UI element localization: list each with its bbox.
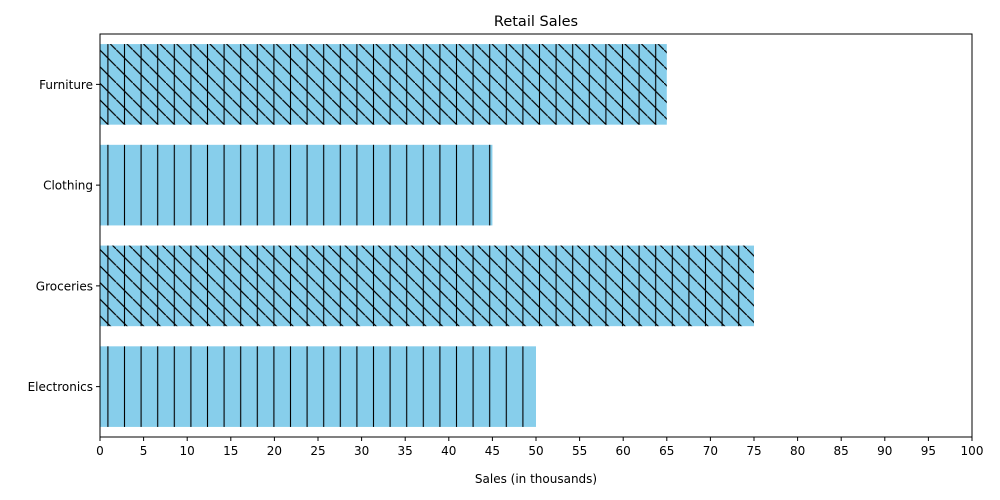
x-tick-label: 30 (354, 444, 369, 458)
x-tick-label: 100 (961, 444, 984, 458)
x-tick-label: 65 (659, 444, 674, 458)
y-tick-label: Electronics (28, 380, 93, 394)
y-tick-label: Groceries (36, 279, 93, 293)
x-tick-label: 70 (703, 444, 718, 458)
x-tick-label: 40 (441, 444, 456, 458)
x-axis-ticks: 0 5 10 15 20 25 30 35 40 45 50 55 60 65 70 75 80 85 90 95 10… (96, 437, 983, 458)
x-tick-label: 10 (180, 444, 195, 458)
x-tick-label: 75 (746, 444, 761, 458)
x-tick-label: 80 (790, 444, 805, 458)
x-axis-label: Sales (in thousands) (475, 472, 597, 486)
bar-hatch-groceries (100, 245, 754, 327)
bars-group (100, 44, 754, 427)
chart-title: Retail Sales (494, 14, 578, 30)
x-tick-label: 90 (877, 444, 892, 458)
x-tick-label: 55 (572, 444, 587, 458)
plot-frame (99, 33, 973, 438)
x-tick-label: 15 (223, 444, 238, 458)
bar-hatch-clothing (100, 144, 493, 226)
x-tick-label: 45 (485, 444, 500, 458)
x-tick-label: 5 (140, 444, 148, 458)
bar-hatch-furniture (100, 44, 667, 125)
bar-hatch-electronics (100, 346, 536, 427)
y-axis-ticks: Electronics Groceries Clothing Furniture (28, 78, 100, 394)
x-tick-label: 25 (310, 444, 325, 458)
x-tick-label: 0 (96, 444, 104, 458)
x-tick-label: 20 (267, 444, 282, 458)
x-tick-label: 60 (616, 444, 631, 458)
y-tick-label: Clothing (43, 179, 93, 193)
x-tick-label: 35 (398, 444, 413, 458)
x-tick-label: 95 (921, 444, 936, 458)
x-tick-label: 85 (834, 444, 849, 458)
y-tick-label: Furniture (39, 78, 93, 92)
x-tick-label: 50 (528, 444, 543, 458)
